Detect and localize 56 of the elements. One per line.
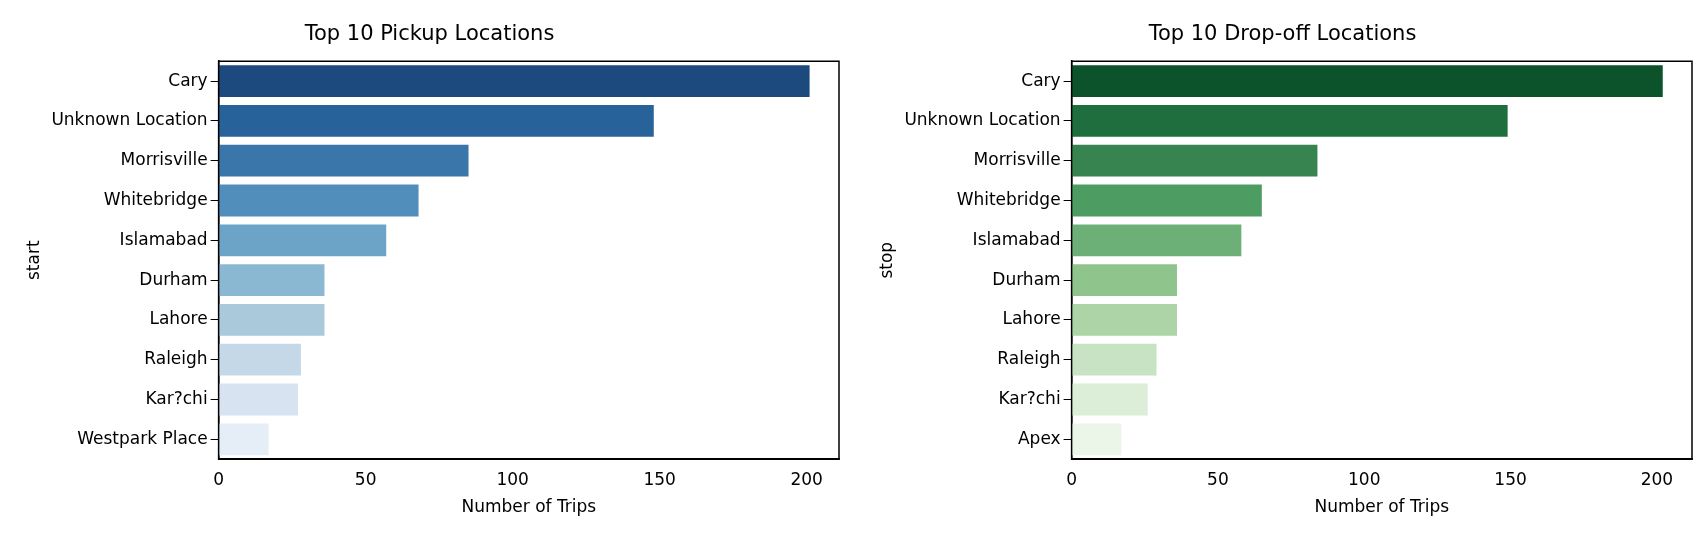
x-tick-label: 150 bbox=[1494, 468, 1527, 489]
bar bbox=[218, 104, 654, 137]
bar bbox=[1071, 144, 1318, 177]
y-tick-label: Unknown Location bbox=[904, 109, 1061, 130]
y-tick-label: Westpark Place bbox=[77, 427, 208, 448]
y-tick-label: Cary bbox=[1021, 69, 1061, 90]
x-tick-label: 200 bbox=[790, 468, 823, 489]
bar bbox=[1071, 383, 1148, 416]
bar bbox=[218, 343, 301, 376]
x-tick-label: 200 bbox=[1640, 468, 1674, 489]
x-axis-title: Number of Trips bbox=[1314, 496, 1450, 517]
bar bbox=[218, 144, 469, 177]
bar bbox=[1071, 423, 1122, 456]
y-tick-label: Islamabad bbox=[119, 228, 208, 249]
bar bbox=[218, 423, 269, 456]
chart-title: Top 10 Pickup Locations bbox=[303, 21, 555, 46]
bar bbox=[218, 65, 810, 98]
bar bbox=[1071, 65, 1663, 98]
bar bbox=[218, 184, 419, 217]
y-tick-label: Whitebridge bbox=[103, 188, 208, 209]
bar bbox=[1071, 184, 1262, 217]
y-axis-title: stop bbox=[875, 241, 896, 279]
x-tick-label: 0 bbox=[213, 468, 225, 489]
y-tick-label: Cary bbox=[168, 69, 208, 90]
y-tick-label: Lahore bbox=[1002, 308, 1061, 329]
y-tick-label: Raleigh bbox=[997, 348, 1061, 369]
y-tick-label: Whitebridge bbox=[956, 188, 1061, 209]
bar bbox=[218, 303, 325, 336]
bar bbox=[218, 224, 387, 257]
bar bbox=[1071, 224, 1242, 257]
x-axis-title: Number of Trips bbox=[461, 496, 597, 517]
y-tick-label: Durham bbox=[992, 268, 1061, 289]
chart-title: Top 10 Drop-off Locations bbox=[1147, 21, 1417, 46]
bar bbox=[1071, 264, 1177, 297]
bar bbox=[1071, 104, 1508, 137]
bar bbox=[1071, 303, 1177, 336]
x-tick-label: 50 bbox=[354, 468, 377, 489]
x-tick-label: 50 bbox=[1207, 468, 1229, 489]
x-tick-label: 100 bbox=[496, 468, 529, 489]
y-tick-label: Apex bbox=[1017, 427, 1061, 448]
y-tick-label: Unknown Location bbox=[51, 109, 208, 130]
x-tick-label: 100 bbox=[1348, 468, 1381, 489]
y-axis-title: start bbox=[22, 240, 43, 280]
y-tick-label: Lahore bbox=[149, 308, 208, 329]
bar bbox=[218, 383, 299, 416]
y-tick-label: Kar?chi bbox=[145, 387, 208, 408]
x-tick-label: 150 bbox=[643, 468, 676, 489]
y-tick-label: Morrisville bbox=[973, 149, 1061, 170]
bar bbox=[218, 264, 325, 297]
x-tick-label: 0 bbox=[1066, 468, 1078, 489]
y-tick-label: Islamabad bbox=[972, 228, 1061, 249]
y-tick-label: Morrisville bbox=[120, 149, 208, 170]
bar bbox=[1071, 343, 1157, 376]
y-tick-label: Durham bbox=[139, 268, 208, 289]
y-tick-label: Raleigh bbox=[144, 348, 208, 369]
y-tick-label: Kar?chi bbox=[998, 387, 1061, 408]
